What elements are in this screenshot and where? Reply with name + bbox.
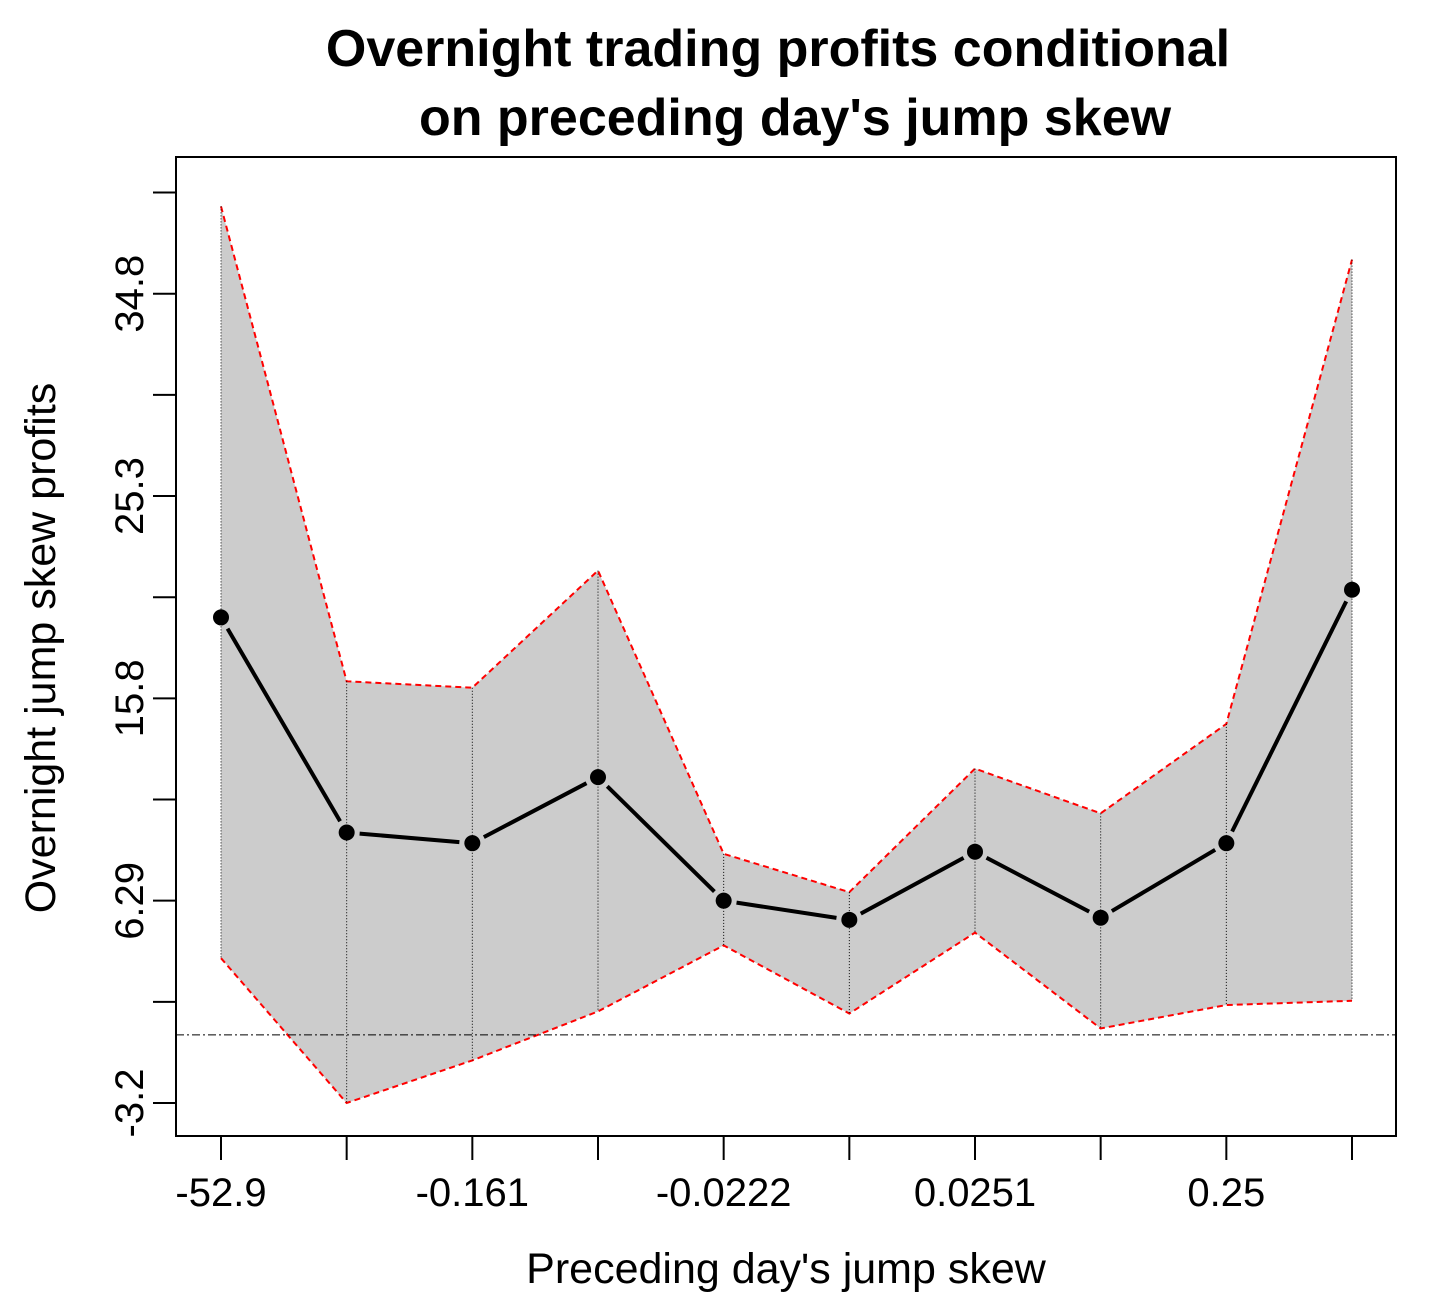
profit-series <box>213 581 1360 928</box>
band-fill <box>221 206 1352 1103</box>
y-axis: -3.2 6.29 15.8 25.3 34.8 <box>108 191 177 1138</box>
y-tick-label: -3.2 <box>108 1069 152 1138</box>
chart-title-line-2: on preceding day's jump skew <box>419 89 1172 147</box>
series-segment <box>985 855 1091 914</box>
confidence-band <box>220 206 1353 1105</box>
x-tick-label: -52.9 <box>175 1171 266 1215</box>
data-point <box>1344 581 1360 598</box>
chart-title-line-1: Overnight trading profits conditional <box>326 20 1230 78</box>
data-point <box>338 824 355 841</box>
x-tick-label: 0.25 <box>1187 1171 1265 1215</box>
data-point <box>1218 835 1235 852</box>
series-segment <box>736 900 837 920</box>
data-point <box>464 835 481 852</box>
x-tick-label: -0.0222 <box>656 1171 792 1215</box>
y-tick-label: 6.29 <box>108 862 152 940</box>
y-tick-label: 34.8 <box>108 255 152 333</box>
series-segment <box>225 627 342 823</box>
lower-bound-line <box>220 931 1353 1105</box>
y-tick-label: 15.8 <box>108 659 152 737</box>
y-axis-label: Overnight jump skew profits <box>17 383 65 914</box>
x-tick-label: -0.161 <box>416 1171 529 1215</box>
y-tick-label: 25.3 <box>108 457 152 535</box>
series-segment <box>1230 600 1349 833</box>
data-point <box>1092 909 1109 926</box>
upper-bound-line <box>220 206 1353 894</box>
series-segment <box>859 856 965 916</box>
data-point <box>967 843 983 860</box>
series-segment <box>482 781 588 839</box>
x-axis-label: Preceding day's jump skew <box>526 1245 1047 1293</box>
data-point <box>213 609 229 626</box>
x-axis: -52.9 -0.161 -0.0222 0.0251 0.25 <box>175 1135 1353 1215</box>
x-tick-label: 0.0251 <box>914 1171 1036 1215</box>
chart-title: Overnight trading profits conditional on… <box>326 20 1230 147</box>
data-point <box>841 911 858 928</box>
series-segment <box>605 784 716 893</box>
series-segment <box>1110 848 1217 913</box>
series-segment <box>359 831 460 845</box>
data-point <box>590 769 606 786</box>
data-point <box>715 892 732 909</box>
